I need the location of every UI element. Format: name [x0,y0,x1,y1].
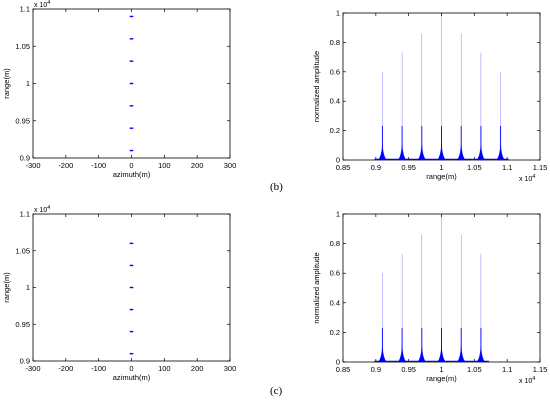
x-tick-label: -100 [91,364,106,373]
plot-1: -300 -200 -100 0 100 200 300 0.9 0.95 1 1.05 1.1 azi… [2,0,236,179]
y-tick-label: 1.05 [15,42,30,51]
x-tick-label: 100 [158,364,171,373]
y-tick-label: 1 [336,210,340,219]
y-tick-label: 0.4 [330,298,340,307]
y-tick-label: 0.95 [15,320,30,329]
x-tick-label: -300 [25,364,40,373]
y-axis-label: range(m) [2,68,11,99]
y-axis-label: normalized amplitude [312,51,321,122]
plot-3: -300 -200 -100 0 100 200 300 0.9 0.95 1 1.05 1.1 azi… [2,205,236,382]
x-tick-label: 1.05 [467,365,482,374]
x-tick-label: 0.9 [371,365,381,374]
y-tick-label: 0.95 [15,116,30,125]
x-tick-label: 1 [439,365,443,374]
x-tick-label: 1 [439,163,443,172]
panel-label-b: (b) [270,181,283,193]
y-tick-label: 0.6 [330,67,340,76]
y-tick-label: 0.9 [20,154,30,163]
x-tick-label: -200 [58,161,73,170]
plot-2: 0.85 0.9 0.95 1 1.05 1.1 1.1500.20.40.60.81ran… [312,9,547,184]
x-tick-label: 0.95 [401,163,416,172]
y-tick-label: 0.4 [330,97,340,106]
x-tick-label: 1.1 [502,163,512,172]
x-tick-label: 0.85 [336,365,351,374]
y-tick-label: 1.1 [20,210,30,219]
x-tick-label: -200 [58,364,73,373]
y-exponent-label: x 104 [34,0,50,9]
x-tick-label: 1.05 [467,163,482,172]
y-tick-label: 1 [26,79,30,88]
x-tick-label: -300 [25,161,40,170]
x-tick-label: 200 [191,161,204,170]
y-tick-label: 0 [336,156,340,165]
x-axis-label: azimuth(m) [113,373,151,382]
x-exponent-superscript: 4 [532,174,535,180]
x-tick-label: -100 [91,161,106,170]
x-axis-label: azimuth(m) [113,170,151,179]
x-tick-label: 0.85 [336,163,351,172]
y-tick-label: 1 [336,9,340,18]
y-tick-label: 0 [336,358,340,367]
x-tick-label: 0 [129,364,133,373]
y-tick-label: 0.8 [330,38,340,47]
y-tick-label: 0.8 [330,239,340,248]
x-axis-label: range(m) [426,374,457,383]
y-tick-label: 1.1 [20,5,30,14]
y-exponent-label: x 104 [34,205,50,214]
y-axis-label: normalized amplitude [312,252,321,323]
x-tick-label: 0.9 [371,163,381,172]
x-tick-label: 100 [158,161,171,170]
y-tick-label: 0.6 [330,269,340,278]
panel-label-c: (c) [270,385,283,397]
x-tick-label: 0 [129,161,133,170]
x-tick-label: 300 [224,161,237,170]
x-exponent-label: x 104 [519,174,535,183]
x-tick-label: 300 [224,364,237,373]
x-tick-label: 1.15 [533,163,548,172]
y-tick-label: 0.9 [20,357,30,366]
y-tick-label: 1.05 [15,246,30,255]
y-tick-label: 0.2 [330,328,340,337]
y-tick-label: 1 [26,283,30,292]
y-exponent-superscript: 4 [47,0,50,6]
y-axis-label: range(m) [2,272,11,303]
x-axis-label: range(m) [426,172,457,181]
x-tick-label: 200 [191,364,204,373]
y-tick-label: 0.2 [330,126,340,135]
plot-4: 0.85 0.9 0.95 1 1.05 1.1 1.1500.20.40.60.81ran… [312,210,547,386]
x-tick-label: 1.1 [502,365,512,374]
x-exponent-label: x 104 [519,376,535,385]
x-tick-label: 1.15 [533,365,548,374]
x-exponent-superscript: 4 [532,376,535,382]
x-tick-label: 0.95 [401,365,416,374]
y-exponent-superscript: 4 [47,205,50,211]
